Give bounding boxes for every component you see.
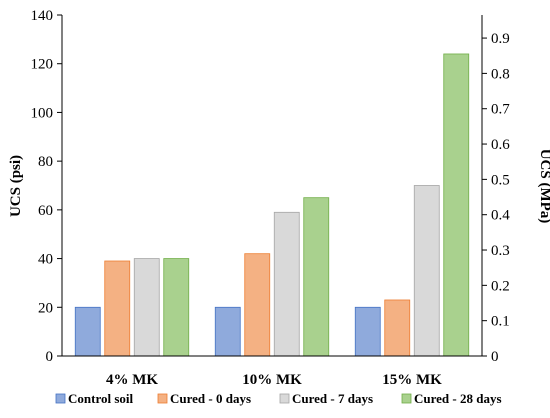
bar xyxy=(384,299,411,357)
y2-tick-label: 0.3 xyxy=(491,243,510,259)
x-category-label: 10% MK xyxy=(242,372,302,388)
y2-tick-label: 0.4 xyxy=(491,208,510,224)
bar xyxy=(443,53,470,357)
y-tick-label: 120 xyxy=(31,57,54,73)
bar xyxy=(413,185,440,357)
legend-swatch xyxy=(157,393,168,404)
y2-tick-label: 0.2 xyxy=(491,278,510,294)
bar xyxy=(104,260,131,357)
legend-label: Cured - 7 days xyxy=(292,391,373,406)
y2-tick-label: 0.1 xyxy=(491,314,510,330)
y-tick-label: 20 xyxy=(38,300,53,316)
bar xyxy=(133,258,160,357)
y2-tick-label: 0.7 xyxy=(491,102,510,118)
y2-tick-label: 0.9 xyxy=(491,31,510,47)
y-tick-label: 60 xyxy=(38,203,53,219)
y-ticks-right: 0 0.1 0.2 0.3 0.4 0.5 0.6 0.7 0.8 0.9 xyxy=(482,31,510,365)
y-tick-label: 80 xyxy=(38,154,53,170)
bar xyxy=(273,211,300,357)
y2-tick-label: 0 xyxy=(491,349,499,365)
bar xyxy=(163,258,190,357)
x-category-label: 15% MK xyxy=(382,372,442,388)
y-tick-label: 0 xyxy=(46,349,54,365)
legend-label: Control soil xyxy=(68,391,134,406)
legend-label: Cured - 28 days xyxy=(414,391,502,406)
legend-swatch xyxy=(55,393,66,404)
legend-swatch xyxy=(279,393,290,404)
y2-tick-label: 0.8 xyxy=(491,66,510,82)
y2-tick-label: 0.6 xyxy=(491,137,510,153)
y-tick-label: 100 xyxy=(31,105,54,121)
bars-group xyxy=(74,53,470,357)
bar xyxy=(354,306,381,357)
y-axis-title: UCS (psi) xyxy=(8,155,24,217)
y2-tick-label: 0.5 xyxy=(491,172,510,188)
x-category-label: 4% MK xyxy=(106,372,158,388)
legend: Control soil Cured - 0 days Cured - 7 days… xyxy=(55,391,502,406)
legend-swatch xyxy=(401,393,412,404)
legend-label: Cured - 0 days xyxy=(170,391,251,406)
category-labels: 4% MK 10% MK 15% MK xyxy=(106,372,442,388)
bar xyxy=(244,253,271,357)
bar xyxy=(74,306,101,357)
y-ticks-left: 0 20 40 60 80 100 120 140 xyxy=(31,8,62,365)
y-tick-label: 140 xyxy=(31,8,54,24)
y2-axis-title: UCS (MPa) xyxy=(537,149,550,224)
bar xyxy=(214,306,241,357)
y-tick-label: 40 xyxy=(38,252,53,268)
bar xyxy=(303,197,330,357)
